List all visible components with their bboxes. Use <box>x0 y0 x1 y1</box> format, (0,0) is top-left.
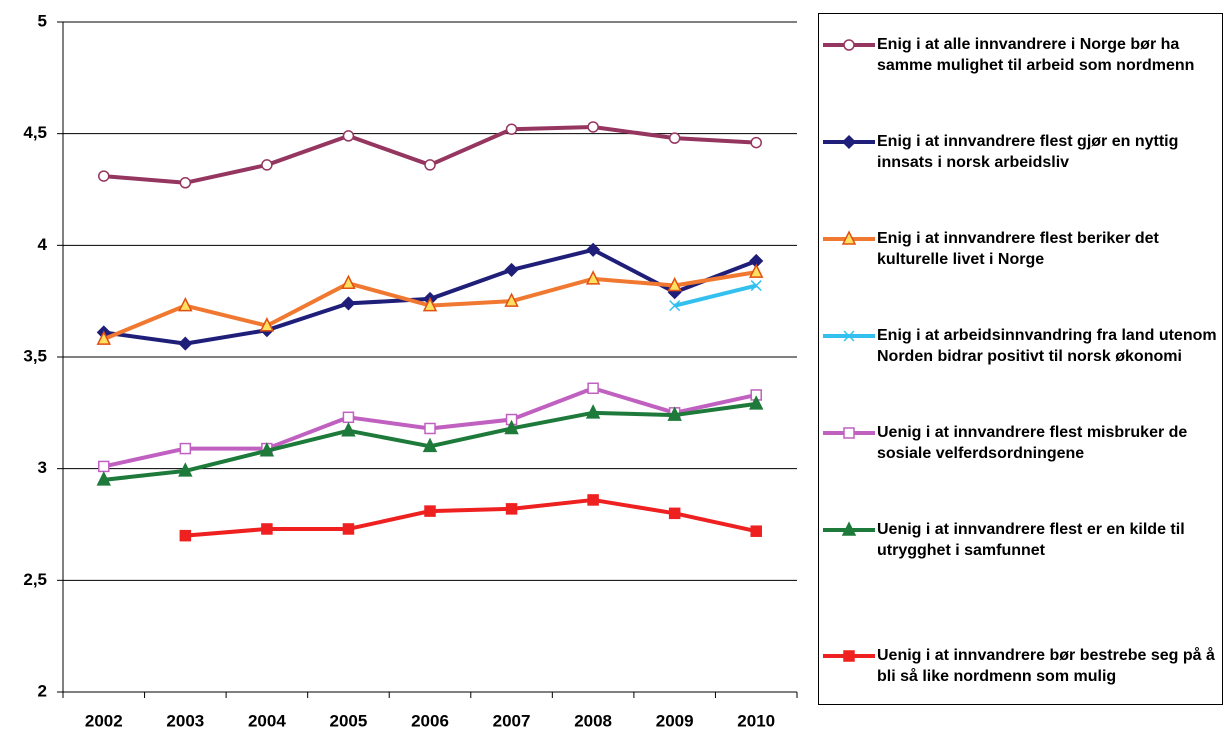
legend-swatch <box>823 134 875 150</box>
marker <box>179 177 192 189</box>
marker <box>843 427 855 439</box>
legend-entry: Enig i at arbeidsinnvandring fra land ut… <box>821 325 1217 367</box>
legend-label: Uenig i at innvandrere flest misbruker d… <box>877 424 1188 462</box>
legend-swatch <box>823 427 875 439</box>
legend-label: Enig i at innvandrere flest gjør en nytt… <box>877 133 1179 171</box>
series-line <box>103 124 757 185</box>
marker <box>178 296 193 312</box>
y-tick-label: 3,5 <box>23 346 47 365</box>
x-tick-label: 2003 <box>166 711 204 730</box>
x-tick-label: 2009 <box>656 711 694 730</box>
x-tick-label: 2008 <box>574 711 612 730</box>
legend-swatch <box>823 521 875 536</box>
marker <box>669 300 681 312</box>
legend: Enig i at alle innvandrere i Norge bør h… <box>818 13 1223 705</box>
y-tick-label: 3 <box>38 458 47 477</box>
y-tick-label: 2 <box>38 681 47 700</box>
x-tick-label: 2002 <box>85 711 123 730</box>
marker <box>587 494 599 506</box>
marker <box>585 404 601 419</box>
marker <box>841 134 857 150</box>
marker <box>505 503 518 515</box>
legend-entry: Uenig i at innvandrere flest er en kilde… <box>821 519 1217 561</box>
legend-label: Uenig i at innvandrere bør bestrebe seg … <box>877 647 1215 685</box>
marker <box>341 296 356 311</box>
marker <box>422 296 438 312</box>
marker <box>505 123 518 135</box>
marker <box>259 442 275 457</box>
legend-label: Enig i at alle innvandrere i Norge bør h… <box>877 36 1195 74</box>
legend-label: Enig i at innvandrere flest beriker det … <box>877 230 1159 268</box>
legend-swatch <box>823 39 875 51</box>
legend-swatch <box>823 330 875 342</box>
marker <box>504 262 519 277</box>
marker <box>841 521 857 536</box>
y-tick-label: 4 <box>38 235 48 254</box>
marker <box>424 422 436 435</box>
marker <box>504 419 519 435</box>
marker <box>843 330 855 342</box>
marker <box>178 462 193 477</box>
x-tick-label: 2005 <box>330 711 368 730</box>
marker <box>667 406 682 421</box>
marker <box>422 437 438 453</box>
marker <box>585 270 601 285</box>
chart: 2 2,5 3 3,5 4 4,5 5 2002 2003 2004 2005 2006 2007 200… <box>23 11 798 730</box>
legend-entry: Uenig i at innvandrere flest misbruker d… <box>821 422 1217 464</box>
marker <box>587 382 599 395</box>
marker <box>342 411 355 424</box>
marker <box>261 159 273 171</box>
marker <box>96 471 111 486</box>
x-tick-label: 2004 <box>248 711 286 730</box>
marker <box>342 523 355 535</box>
x-tick-label: 2010 <box>737 711 775 730</box>
marker <box>843 650 855 662</box>
marker <box>668 132 681 144</box>
marker <box>668 507 681 520</box>
marker <box>424 505 436 517</box>
marker <box>178 336 193 351</box>
x-tick-label: 2006 <box>411 711 449 730</box>
legend-swatch <box>823 650 875 662</box>
series-line <box>674 283 757 308</box>
marker <box>261 523 273 535</box>
marker <box>179 442 192 455</box>
marker <box>504 292 519 307</box>
y-tick-label: 4,5 <box>23 123 47 142</box>
marker <box>179 529 192 542</box>
marker <box>587 121 599 133</box>
x-tick-label: 2007 <box>493 711 531 730</box>
marker <box>586 242 601 257</box>
marker <box>342 130 355 142</box>
marker <box>843 39 855 51</box>
legend-entry: Enig i at innvandrere flest beriker det … <box>821 228 1217 270</box>
legend-entry: Enig i at innvandrere flest gjør en nytt… <box>821 131 1217 173</box>
marker <box>749 395 764 410</box>
marker <box>750 525 762 537</box>
y-tick-label: 5 <box>38 11 47 30</box>
marker <box>750 280 762 292</box>
marker <box>667 276 682 292</box>
legend-entry: Uenig i at innvandrere bør bestrebe seg … <box>821 645 1217 687</box>
marker <box>749 263 764 278</box>
marker <box>96 330 111 345</box>
marker <box>259 317 275 332</box>
legend-swatch <box>823 230 875 245</box>
series-line <box>185 497 757 538</box>
legend-entry: Enig i at alle innvandrere i Norge bør h… <box>821 34 1217 76</box>
marker <box>341 274 356 290</box>
marker <box>341 422 356 437</box>
legend-label: Enig i at arbeidsinnvandring fra land ut… <box>877 327 1217 365</box>
marker <box>98 460 110 473</box>
marker <box>98 170 110 182</box>
marker <box>750 136 762 149</box>
marker <box>424 159 436 171</box>
marker <box>841 230 857 245</box>
y-tick-label: 2,5 <box>23 570 47 589</box>
legend-label: Uenig i at innvandrere flest er en kilde… <box>877 521 1185 559</box>
